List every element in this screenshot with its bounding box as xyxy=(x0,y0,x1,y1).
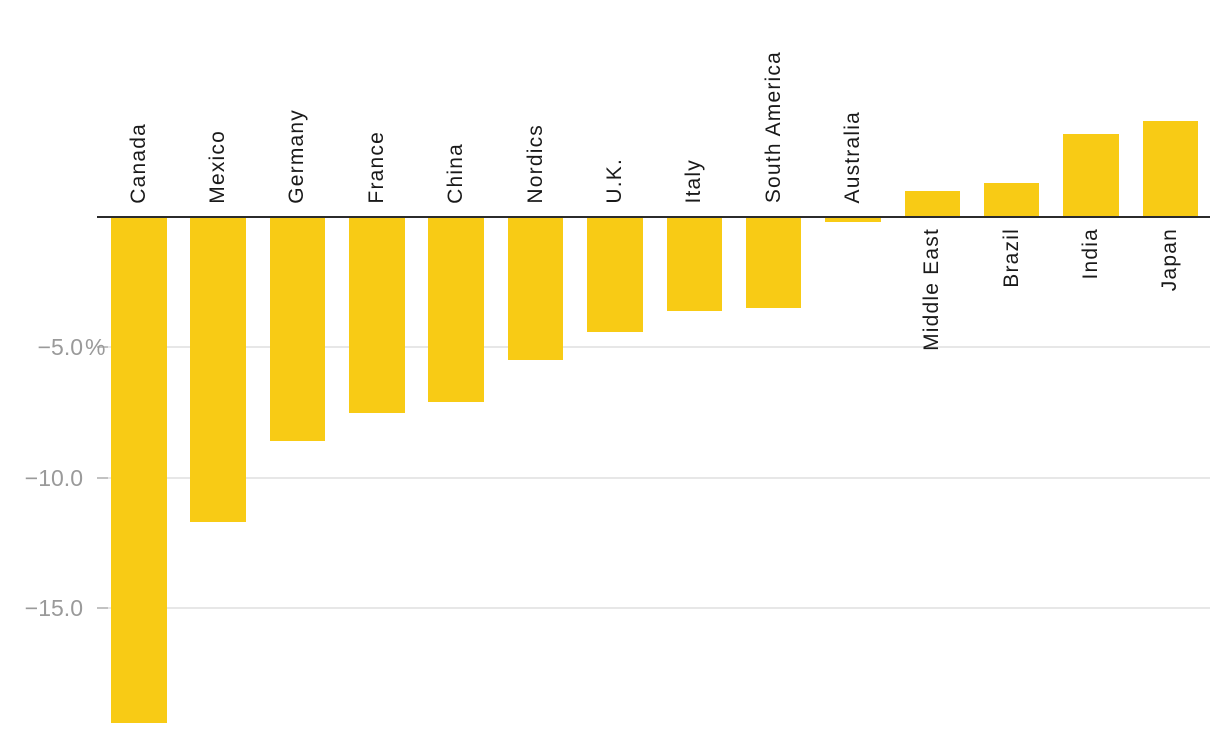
y-axis-unit-label: % xyxy=(85,334,106,361)
gridline-15 xyxy=(97,607,1210,610)
bar-uk[interactable] xyxy=(587,217,643,332)
bar-india[interactable] xyxy=(1063,133,1119,217)
gridline-5 xyxy=(97,346,1210,349)
bar-italy[interactable] xyxy=(666,217,723,311)
category-label-middle-east: Middle East xyxy=(920,228,944,351)
category-label-canada: Canada xyxy=(126,122,150,204)
category-label-australia: Australia xyxy=(840,110,864,204)
y-axis-tick-label: −5.0 xyxy=(37,334,83,361)
bar-nordics[interactable] xyxy=(507,217,564,361)
bar-mexico[interactable] xyxy=(190,217,246,523)
bar-china[interactable] xyxy=(428,217,484,403)
category-label-nordics: Nordics xyxy=(523,123,547,204)
category-label-italy: Italy xyxy=(682,158,706,204)
gridline-10 xyxy=(97,476,1210,479)
category-label-germany: Germany xyxy=(285,108,309,204)
y-axis-tick-mark xyxy=(97,607,108,610)
bar-germany[interactable] xyxy=(269,217,326,442)
category-label-france: France xyxy=(364,130,388,204)
y-axis-tick-label: −10.0 xyxy=(24,464,83,491)
bar-australia[interactable] xyxy=(825,217,881,223)
x-axis-baseline xyxy=(97,215,1210,218)
category-label-mexico: Mexico xyxy=(206,129,230,204)
category-label-japan: Japan xyxy=(1158,228,1182,292)
bar-canada[interactable] xyxy=(111,217,167,723)
bar-france[interactable] xyxy=(349,217,405,413)
y-axis-tick-label: −15.0 xyxy=(24,595,83,622)
category-label-india: India xyxy=(1079,228,1103,280)
bar-south-america[interactable] xyxy=(745,217,802,309)
bar-brazil[interactable] xyxy=(983,183,1040,217)
category-label-china: China xyxy=(444,142,468,204)
y-axis-tick-mark xyxy=(97,476,108,479)
category-label-south-america: South America xyxy=(761,51,785,204)
bar-japan[interactable] xyxy=(1142,120,1199,217)
category-label-uk: U.K. xyxy=(602,157,626,204)
bar-middle-east[interactable] xyxy=(904,190,961,217)
y-axis-tick-mark xyxy=(97,346,108,349)
category-label-brazil: Brazil xyxy=(999,228,1023,288)
